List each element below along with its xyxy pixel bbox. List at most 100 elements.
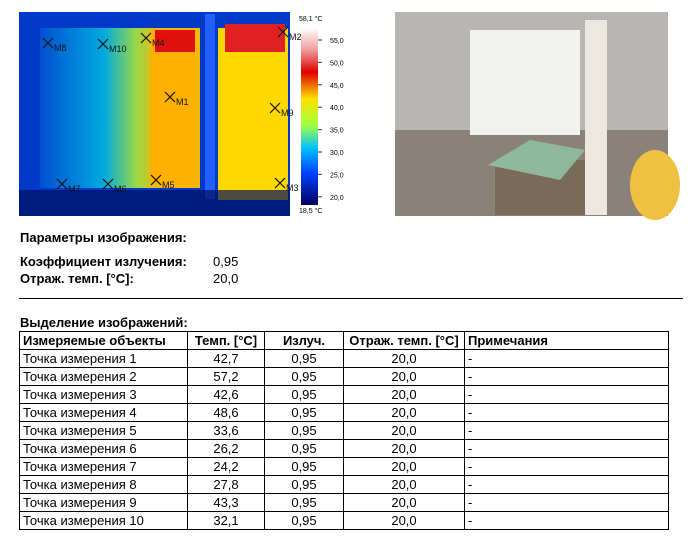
header-cell: Темп. [°C] [187, 331, 265, 350]
table-cell: 20,0 [343, 439, 465, 458]
marker-cross [102, 178, 114, 190]
table-cell: 20,0 [343, 403, 465, 422]
table-cell: 0,95 [264, 421, 344, 440]
photo-post [585, 20, 607, 215]
table-cell: Точка измерения 8 [19, 475, 188, 494]
floor [19, 190, 290, 216]
table-cell: 0,95 [264, 439, 344, 458]
param-value: 20,0 [213, 271, 239, 286]
marker-label: M4 [152, 38, 165, 48]
table-cell: 20,0 [343, 349, 465, 368]
divider [19, 298, 683, 299]
table-cell: 26,2 [187, 439, 265, 458]
table-cell: 0,95 [264, 457, 344, 476]
photo-toy [630, 150, 680, 220]
table-row: Точка измерения 8 27,8 0,95 20,0- [19, 475, 669, 494]
header-row: Измеряемые объекты Темп. [°C] Излуч. Отраж.… [19, 331, 669, 350]
table-cell: 20,0 [343, 511, 465, 530]
table-cell: 20,0 [343, 475, 465, 494]
table-cell: 42,7 [187, 349, 265, 368]
table-cell: 20,0 [343, 385, 465, 404]
header-cell: Измеряемые объекты [19, 331, 188, 350]
scale-tick-label: 55,0 [330, 38, 344, 45]
table-cell: Точка измерения 9 [19, 493, 188, 512]
marker-cross [164, 91, 176, 103]
table-cell: 24,2 [187, 457, 265, 476]
marker-cross [277, 26, 289, 38]
scale-min: 18,5 °C [299, 207, 322, 215]
table-cell: 20,0 [343, 367, 465, 386]
table-cell: 0,95 [264, 403, 344, 422]
header-cell: Излуч. [264, 331, 344, 350]
scale-tick-label: 30,0 [330, 150, 344, 157]
radiator-hot [150, 30, 195, 185]
table-cell: 0,95 [264, 367, 344, 386]
marker-label: M7 [68, 184, 81, 194]
param-label: Коэффициент излучения: [20, 254, 187, 269]
table-cell: 33,6 [187, 421, 265, 440]
table-cell: 20,0 [343, 493, 465, 512]
table-row: Точка измерения 9 43,3 0,95 20,0- [19, 493, 669, 512]
table-cell: - [464, 457, 669, 476]
table-cell: 48,6 [187, 403, 265, 422]
radiator-right-top [225, 24, 285, 52]
table-cell: 27,8 [187, 475, 265, 494]
pipe-gap [205, 14, 215, 199]
radiator-right [218, 28, 288, 200]
marker-cross [140, 32, 152, 44]
marker-label: M8 [54, 43, 67, 53]
table-cell: 0,95 [264, 493, 344, 512]
table-cell: - [464, 421, 669, 440]
param-label: Отраж. темп. [°C]: [20, 271, 134, 286]
scale-tick-label: 45,0 [330, 83, 344, 90]
scale-max: 58,1 °C [299, 15, 322, 23]
marker-cross [150, 174, 162, 186]
images: M1 M2 M3 M4 M5 M6 M7 M8 M9 M10 58,1 °C 18,5 °C 55,0 5… [19, 12, 680, 220]
photo-cloth [488, 140, 585, 180]
table-cell: 20,0 [343, 457, 465, 476]
table-cell: Точка измерения 5 [19, 421, 188, 440]
color-scale [301, 28, 318, 205]
marker-label: M5 [162, 180, 175, 190]
table-cell: - [464, 439, 669, 458]
table-cell: 42,6 [187, 385, 265, 404]
scale-tick-label: 25,0 [330, 172, 344, 179]
table-cell: Точка измерения 7 [19, 457, 188, 476]
table-row: Точка измерения 7 24,2 0,95 20,0- [19, 457, 669, 476]
scale-tick-label: 20,0 [330, 195, 344, 202]
table-row: Точка измерения 6 26,2 0,95 20,0- [19, 439, 669, 458]
section-title: Выделение изображений: [20, 315, 188, 330]
table-cell: Точка измерения 4 [19, 403, 188, 422]
table-cell: - [464, 403, 669, 422]
scale-tick-label: 35,0 [330, 128, 344, 135]
header-cell: Отраж. темп. [°C] [343, 331, 465, 350]
marker-label: M1 [176, 97, 189, 107]
table-cell: - [464, 385, 669, 404]
scale-tick-label: 40,0 [330, 105, 344, 112]
marker-label: M2 [289, 32, 302, 42]
table-row: Точка измерения 3 42,6 0,95 20,0- [19, 385, 669, 404]
table-cell: 0,95 [264, 349, 344, 368]
table-row: Точка измерения 4 48,6 0,95 20,0- [19, 403, 669, 422]
table-row: Точка измерения 5 33,6 0,95 20,0- [19, 421, 669, 440]
marker-cross [56, 178, 68, 190]
table-cell: 0,95 [264, 511, 344, 530]
table-cell: - [464, 475, 669, 494]
table-cell: 20,0 [343, 421, 465, 440]
marker-cross [97, 38, 109, 50]
table-cell: Точка измерения 2 [19, 367, 188, 386]
table-row: Точка измерения 2 57,2 0,95 20,0- [19, 367, 669, 386]
section-title: Параметры изображения: [20, 230, 187, 245]
table-cell: Точка измерения 1 [19, 349, 188, 368]
param-value: 0,95 [213, 254, 239, 269]
radiator-top [155, 30, 195, 52]
table-cell: Точка измерения 10 [19, 511, 188, 530]
header-cell: Примечания [464, 331, 669, 350]
table-cell: 0,95 [264, 475, 344, 494]
table-cell: Точка измерения 6 [19, 439, 188, 458]
marker-label: M10 [109, 44, 127, 54]
marker-label: M9 [281, 108, 294, 118]
table-cell: - [464, 493, 669, 512]
markers-table: Измеряемые объекты Темп. [°C] Излуч. Отраж.… [19, 331, 669, 530]
